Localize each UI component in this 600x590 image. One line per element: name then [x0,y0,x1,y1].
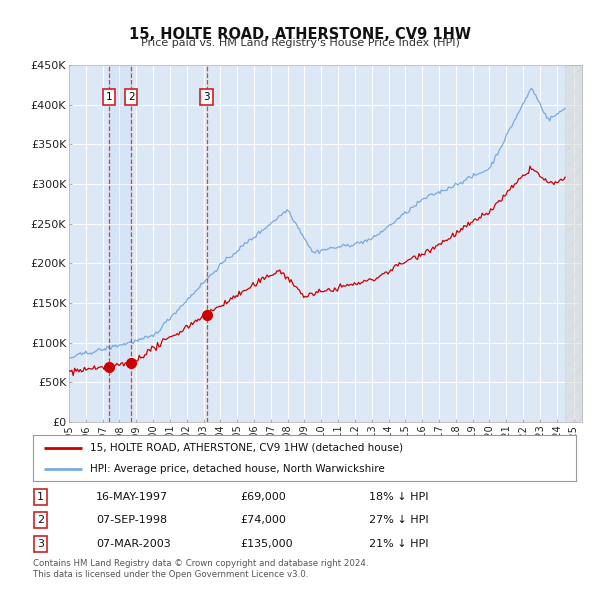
Text: £135,000: £135,000 [240,539,293,549]
Bar [109,65,131,422]
Text: 3: 3 [37,539,44,549]
Text: 1: 1 [37,492,44,502]
Text: 21% ↓ HPI: 21% ↓ HPI [369,539,428,549]
Text: Contains HM Land Registry data © Crown copyright and database right 2024.: Contains HM Land Registry data © Crown c… [33,559,368,568]
Text: 18% ↓ HPI: 18% ↓ HPI [369,492,428,502]
Text: HPI: Average price, detached house, North Warwickshire: HPI: Average price, detached house, Nort… [90,464,385,474]
Text: Price paid vs. HM Land Registry's House Price Index (HPI): Price paid vs. HM Land Registry's House … [140,38,460,48]
Text: 1: 1 [106,91,112,101]
Text: 2: 2 [37,516,44,525]
Text: 07-SEP-1998: 07-SEP-1998 [96,516,167,525]
Text: 3: 3 [203,91,210,101]
Text: This data is licensed under the Open Government Licence v3.0.: This data is licensed under the Open Gov… [33,571,308,579]
Text: 15, HOLTE ROAD, ATHERSTONE, CV9 1HW (detached house): 15, HOLTE ROAD, ATHERSTONE, CV9 1HW (det… [90,442,403,453]
Text: 2: 2 [128,91,134,101]
Text: 15, HOLTE ROAD, ATHERSTONE, CV9 1HW: 15, HOLTE ROAD, ATHERSTONE, CV9 1HW [129,27,471,41]
Bar [565,65,582,422]
Text: 16-MAY-1997: 16-MAY-1997 [96,492,168,502]
Text: £74,000: £74,000 [240,516,286,525]
Text: £69,000: £69,000 [240,492,286,502]
Text: 07-MAR-2003: 07-MAR-2003 [96,539,171,549]
Text: 27% ↓ HPI: 27% ↓ HPI [369,516,428,525]
